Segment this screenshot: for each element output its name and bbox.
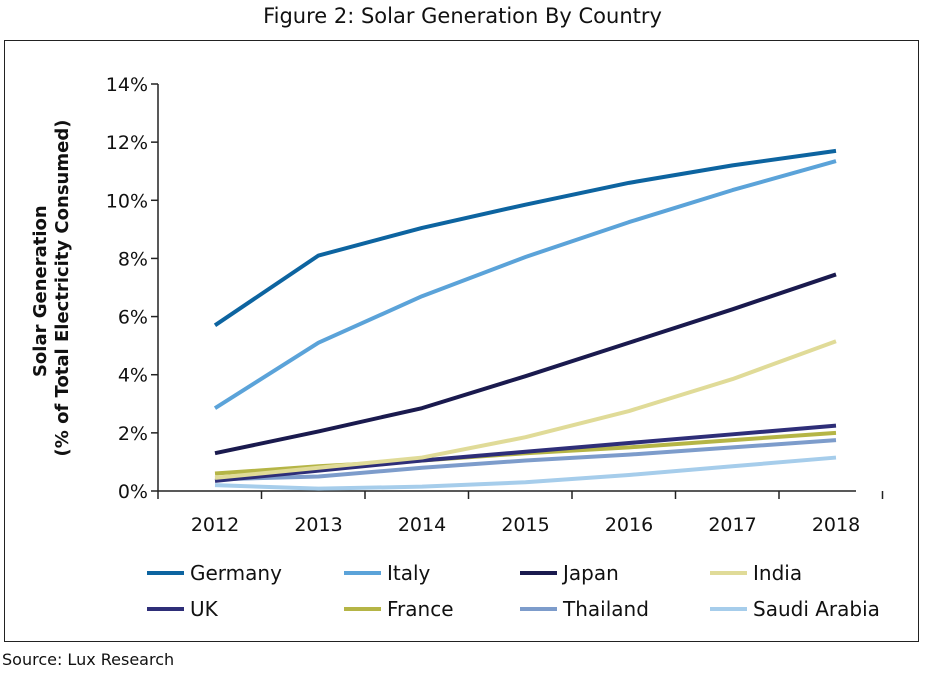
y-axis-label: Solar Generation (% of Total Electricity… [30,120,73,457]
series-line-thailand [214,438,837,482]
legend-label: Italy [387,561,431,585]
y-tick-label: 8% [118,248,148,270]
legend-label: Thailand [562,597,649,621]
y-tick-label: 6% [118,307,148,329]
legend-label: Germany [190,561,282,585]
series-lines [213,148,837,491]
x-tick-label: 2017 [708,514,756,536]
y-tick-label: 14% [106,74,148,96]
y-tick-label: 2% [118,423,148,445]
x-tick-label: 2014 [398,514,446,536]
y-ticks: 0% 2% 4% 6% 8% 10% 12% 14% [106,74,158,503]
y-tick-label: 10% [106,190,148,212]
series-line-japan [214,272,837,456]
x-ticks: 2012 2013 2014 2015 2016 2017 2018 [157,491,884,536]
x-tick-label: 2012 [191,514,239,536]
y-tick-label: 0% [118,481,148,503]
x-tick-label: 2013 [294,514,342,536]
series-line-india [214,339,837,480]
series-line-saudi-arabia [214,455,837,491]
source-note: Source: Lux Research [2,650,175,669]
chart-title: Figure 2: Solar Generation By Country [263,4,662,28]
legend-label: India [753,561,802,585]
legend-label: France [387,597,454,621]
legend-label: UK [190,597,219,621]
series-line-italy [213,159,837,410]
x-tick-label: 2018 [812,514,860,536]
series-line-germany [213,148,837,327]
y-tick-label: 4% [118,365,148,387]
chart-frame [4,40,919,642]
legend-label: Japan [561,561,619,585]
x-tick-label: 2015 [501,514,549,536]
legend: Germany Italy Japan India UK France Thailand Sa… [147,561,880,621]
y-tick-label: 12% [106,132,148,154]
legend-label: Saudi Arabia [753,597,880,621]
x-tick-label: 2016 [605,514,653,536]
series-line-uk [214,423,837,483]
